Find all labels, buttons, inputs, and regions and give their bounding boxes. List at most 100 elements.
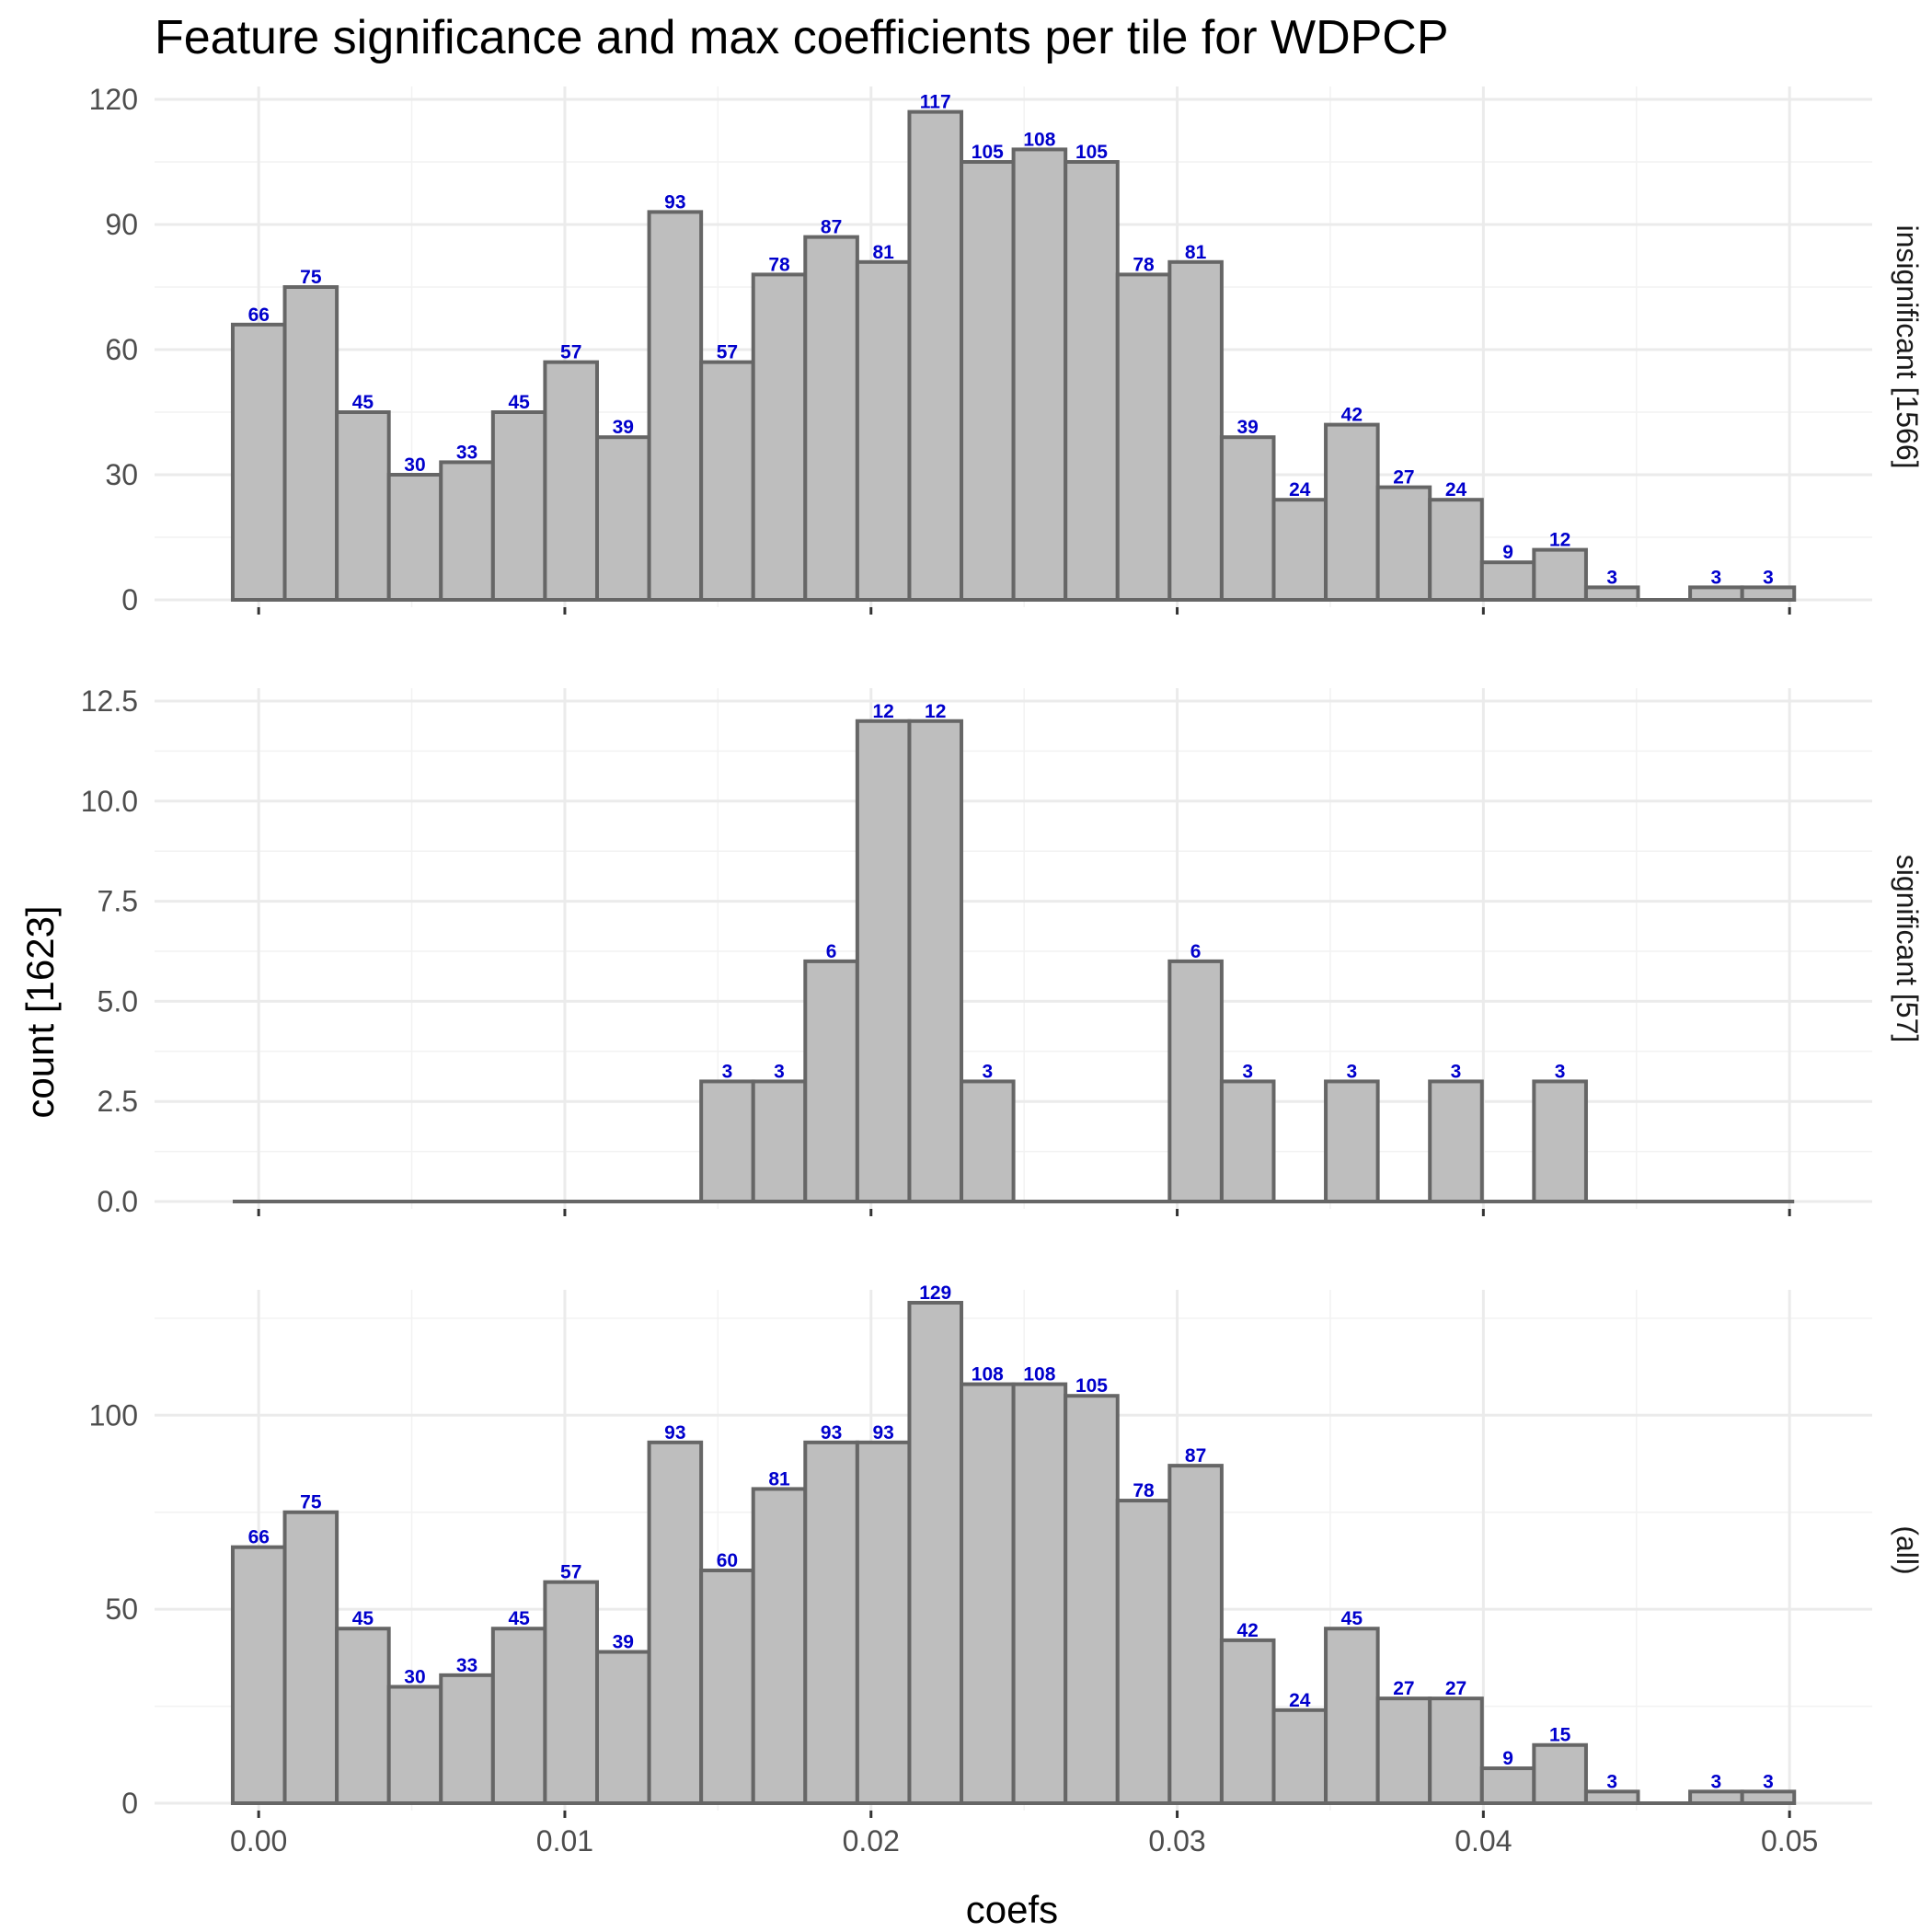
histogram-bar [855, 259, 912, 602]
histogram-bar [647, 1440, 704, 1805]
bar-count-label: 45 [352, 1608, 374, 1629]
histogram-bar [699, 1568, 755, 1805]
bar-count-label: 108 [1023, 129, 1055, 150]
x-tick-label: 0.02 [843, 1824, 900, 1857]
bar-count-label: 39 [613, 1632, 634, 1653]
bar-count-label: 87 [821, 217, 842, 238]
bar-count-label: 9 [1502, 542, 1513, 563]
bar-count-label: 3 [774, 1061, 785, 1082]
bar-count-label: 12 [872, 701, 893, 722]
bar-count-label: 24 [1289, 1690, 1311, 1711]
bar-count-label: 3 [1763, 567, 1774, 588]
histogram-bar [335, 410, 391, 602]
bar-count-label: 60 [717, 1550, 738, 1571]
histogram-bar [1324, 1079, 1380, 1203]
bar-count-label: 3 [1451, 1061, 1462, 1082]
bar-count-label: 87 [1185, 1445, 1206, 1466]
histogram-bar [1011, 1382, 1068, 1805]
bar-count-label: 27 [1445, 1678, 1466, 1699]
bar-count-label: 24 [1289, 479, 1311, 500]
bar-count-label: 24 [1445, 479, 1467, 500]
histogram-bar [543, 1580, 599, 1806]
bar-count-label: 3 [982, 1061, 993, 1082]
histogram-bar [751, 272, 808, 602]
histogram-bar [439, 1673, 495, 1805]
bar-count-label: 3 [1763, 1771, 1774, 1792]
bar-count-label: 78 [1133, 254, 1155, 275]
x-axis: 0.00 0.01 0.02 0.03 0.04 0.05 [230, 1824, 1818, 1857]
histogram-bar [647, 210, 704, 602]
histogram-bar [1064, 1394, 1120, 1806]
bar-count-label: 93 [664, 1422, 685, 1443]
bar-count-label: 3 [1711, 567, 1722, 588]
bar-count-label: 6 [826, 941, 837, 962]
bar-count-label: 39 [613, 417, 634, 438]
bar-count-label: 57 [717, 342, 738, 363]
histogram-bar [490, 1627, 547, 1805]
bar-count-label: 81 [768, 1468, 790, 1489]
bar-count-label: 105 [972, 142, 1004, 163]
histogram-bar [699, 360, 755, 602]
bar-count-label: 42 [1341, 405, 1363, 426]
bar-count-label: 108 [1023, 1364, 1055, 1386]
histogram-bar [1532, 1079, 1588, 1203]
bar-count-label: 57 [560, 342, 581, 363]
histogram-bar [1740, 1789, 1797, 1806]
histogram-bar [1271, 498, 1328, 603]
histogram-bar [699, 1079, 755, 1203]
bar-count-label: 12 [1549, 530, 1570, 551]
facet-strip-label: insignificant [1566] [1891, 224, 1924, 468]
bar-count-label: 3 [722, 1061, 733, 1082]
bar-count-label: 81 [1185, 242, 1207, 263]
bar-count-label: 129 [919, 1282, 951, 1304]
bar-count-label: 3 [1606, 1771, 1617, 1792]
y-tick-label: 5.0 [98, 984, 138, 1018]
histogram-bar [855, 1440, 912, 1805]
histogram-bar [1011, 147, 1068, 602]
chart-title: Feature significance and max coefficient… [155, 11, 1449, 64]
x-tick-label: 0.01 [536, 1824, 593, 1857]
bar-count-label: 66 [248, 1527, 270, 1548]
histogram-bar [1428, 1079, 1484, 1203]
bar-count-label: 75 [300, 1492, 322, 1513]
bar-count-label: 105 [1075, 1375, 1108, 1397]
bar-count-label: 33 [456, 1655, 477, 1676]
bar-count-label: 3 [1242, 1061, 1253, 1082]
histogram-bar [1219, 1079, 1276, 1203]
facet-strip-label: (all) [1891, 1525, 1924, 1574]
bar-count-label: 108 [972, 1364, 1004, 1386]
histogram-bar [1688, 1789, 1744, 1806]
histogram-bar [1532, 547, 1588, 602]
histogram-bar [594, 435, 651, 603]
histogram-bar [543, 360, 599, 602]
histogram-bar [1740, 585, 1797, 603]
histogram-bar [1064, 160, 1120, 602]
bar-count-label: 15 [1549, 1725, 1571, 1746]
histogram-bar [1324, 1627, 1380, 1805]
histogram-bar [1428, 1696, 1484, 1805]
histogram-bar [751, 1487, 808, 1805]
y-tick-label: 0 [121, 583, 138, 616]
bar-count-label: 117 [920, 92, 951, 113]
histogram-bar [282, 285, 339, 602]
bar-count-label: 45 [1341, 1608, 1363, 1629]
bar-count-label: 12 [925, 701, 946, 722]
y-tick-label: 120 [89, 83, 138, 116]
histogram-bar [1167, 259, 1224, 602]
histogram-bar [1115, 1499, 1172, 1806]
facet-panel: 0.0 2.5 5.0 7.5 10.0 12.5 3 3 6 12 12 3 6 3 3 3 3 signifi… [81, 684, 1924, 1218]
y-tick-label: 90 [105, 208, 138, 241]
histogram-bar [1271, 1708, 1328, 1805]
bar-count-label: 30 [404, 454, 425, 476]
y-tick-label: 10.0 [81, 785, 138, 818]
histogram-bar [1219, 435, 1276, 603]
bar-count-label: 42 [1237, 1620, 1259, 1641]
bar-count-label: 105 [1075, 142, 1108, 163]
bar-count-label: 45 [508, 392, 530, 413]
histogram-bar [230, 322, 287, 602]
y-tick-label: 12.5 [81, 684, 138, 718]
histogram-bar [335, 1627, 391, 1805]
histogram-bar [1167, 1464, 1224, 1806]
